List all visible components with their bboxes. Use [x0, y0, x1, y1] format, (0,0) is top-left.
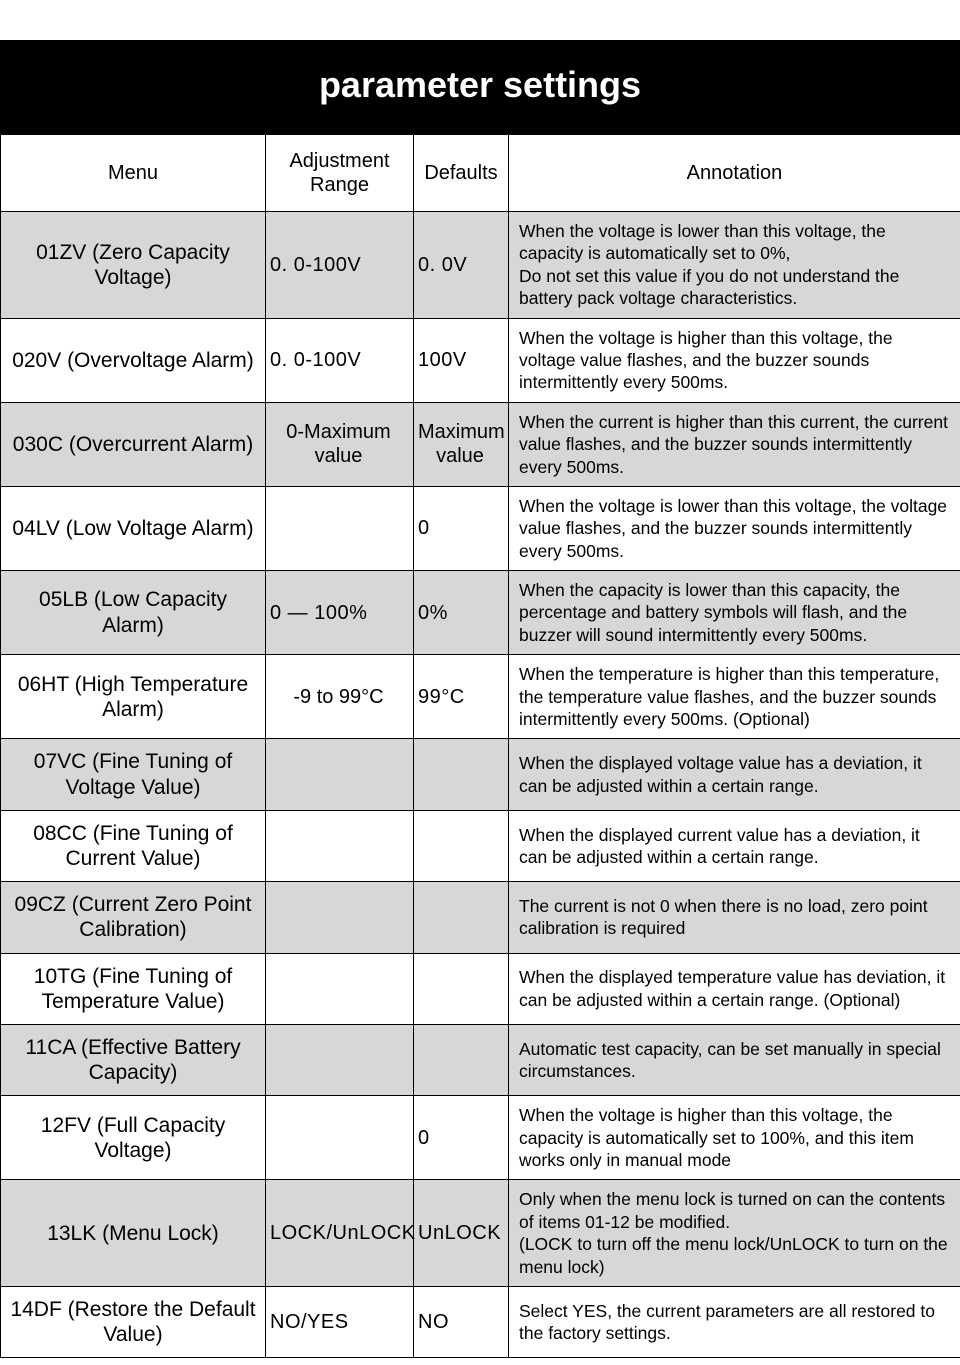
cell-annotation: Only when the menu lock is turned on can…: [509, 1180, 960, 1287]
cell-default: 0. 0V: [414, 212, 509, 319]
table-row: 020V (Overvoltage Alarm)0. 0-100V100VWhe…: [1, 318, 960, 402]
cell-menu: 07VC (Fine Tuning of Voltage Value): [1, 739, 266, 810]
cell-range: [266, 953, 414, 1024]
cell-default: 0%: [414, 571, 509, 655]
cell-annotation: When the voltage is higher than this vol…: [509, 1096, 960, 1180]
table-row: 10TG (Fine Tuning of Temperature Value) W…: [1, 953, 960, 1024]
cell-annotation: When the temperature is higher than this…: [509, 655, 960, 739]
cell-annotation: When the voltage is lower than this volt…: [509, 212, 960, 319]
cell-range: [266, 1024, 414, 1095]
cell-default: [414, 1024, 509, 1095]
cell-default: Maximum value: [414, 402, 509, 486]
cell-default: [414, 882, 509, 953]
cell-range: 0-Maximum value: [266, 402, 414, 486]
cell-annotation: When the voltage is lower than this volt…: [509, 486, 960, 570]
table-row: 14DF (Restore the Default Value)NO/YESNO…: [1, 1287, 960, 1358]
cell-annotation: When the current is higher than this cur…: [509, 402, 960, 486]
cell-menu: 11CA (Effective Battery Capacity): [1, 1024, 266, 1095]
cell-annotation: Select YES, the current parameters are a…: [509, 1287, 960, 1358]
table-header-row: Menu Adjustment Range Defaults Annotatio…: [1, 135, 960, 212]
cell-menu: 01ZV (Zero Capacity Voltage): [1, 212, 266, 319]
table-row: 030C (Overcurrent Alarm)0-Maximum valueM…: [1, 402, 960, 486]
page-title: parameter settings: [0, 40, 960, 134]
table-row: 04LV (Low Voltage Alarm) 0When the voltag…: [1, 486, 960, 570]
table-row: 08CC (Fine Tuning of Current Value) When …: [1, 810, 960, 881]
table-row: 05LB (Low Capacity Alarm)0 — 100%0%When …: [1, 571, 960, 655]
table-row: 11CA (Effective Battery Capacity) Automat…: [1, 1024, 960, 1095]
cell-default: 0: [414, 486, 509, 570]
cell-annotation: When the displayed voltage value has a d…: [509, 739, 960, 810]
cell-default: 99°C: [414, 655, 509, 739]
cell-annotation: When the voltage is higher than this vol…: [509, 318, 960, 402]
cell-range: NO/YES: [266, 1287, 414, 1358]
cell-menu: 14DF (Restore the Default Value): [1, 1287, 266, 1358]
cell-range: 0. 0-100V: [266, 318, 414, 402]
cell-range: [266, 739, 414, 810]
cell-range: 0. 0-100V: [266, 212, 414, 319]
col-header-range: Adjustment Range: [266, 135, 414, 212]
table-row: 07VC (Fine Tuning of Voltage Value) When …: [1, 739, 960, 810]
cell-menu: 05LB (Low Capacity Alarm): [1, 571, 266, 655]
table-row: 09CZ (Current Zero Point Calibration) The…: [1, 882, 960, 953]
cell-annotation: The current is not 0 when there is no lo…: [509, 882, 960, 953]
cell-default: 0: [414, 1096, 509, 1180]
cell-menu: 12FV (Full Capacity Voltage): [1, 1096, 266, 1180]
cell-menu: 020V (Overvoltage Alarm): [1, 318, 266, 402]
cell-annotation: When the capacity is lower than this cap…: [509, 571, 960, 655]
col-header-defaults: Defaults: [414, 135, 509, 212]
table-row: 01ZV (Zero Capacity Voltage)0. 0-100V0. …: [1, 212, 960, 319]
table-row: 12FV (Full Capacity Voltage) 0When the vo…: [1, 1096, 960, 1180]
cell-range: 0 — 100%: [266, 571, 414, 655]
cell-menu: 13LK (Menu Lock): [1, 1180, 266, 1287]
col-header-annotation: Annotation: [509, 135, 960, 212]
cell-range: [266, 1096, 414, 1180]
cell-default: NO: [414, 1287, 509, 1358]
cell-range: [266, 810, 414, 881]
table-row: 06HT (High Temperature Alarm)-9 to 99°C9…: [1, 655, 960, 739]
cell-range: [266, 486, 414, 570]
cell-menu: 10TG (Fine Tuning of Temperature Value): [1, 953, 266, 1024]
cell-menu: 08CC (Fine Tuning of Current Value): [1, 810, 266, 881]
cell-menu: 09CZ (Current Zero Point Calibration): [1, 882, 266, 953]
cell-default: [414, 739, 509, 810]
table-row: 13LK (Menu Lock)LOCK/UnLOCKUnLOCKOnly wh…: [1, 1180, 960, 1287]
cell-range: -9 to 99°C: [266, 655, 414, 739]
cell-range: [266, 882, 414, 953]
cell-range: LOCK/UnLOCK: [266, 1180, 414, 1287]
col-header-menu: Menu: [1, 135, 266, 212]
parameter-table: Menu Adjustment Range Defaults Annotatio…: [0, 134, 960, 1358]
cell-default: 100V: [414, 318, 509, 402]
cell-annotation: When the displayed current value has a d…: [509, 810, 960, 881]
cell-menu: 030C (Overcurrent Alarm): [1, 402, 266, 486]
cell-default: [414, 810, 509, 881]
cell-annotation: Automatic test capacity, can be set manu…: [509, 1024, 960, 1095]
cell-default: [414, 953, 509, 1024]
cell-menu: 04LV (Low Voltage Alarm): [1, 486, 266, 570]
cell-menu: 06HT (High Temperature Alarm): [1, 655, 266, 739]
cell-annotation: When the displayed temperature value has…: [509, 953, 960, 1024]
cell-default: UnLOCK: [414, 1180, 509, 1287]
